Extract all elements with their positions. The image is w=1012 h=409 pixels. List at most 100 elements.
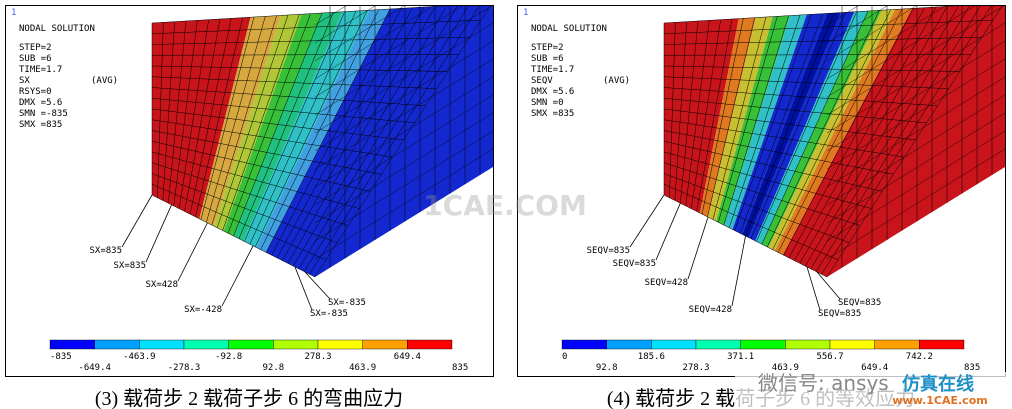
mesh-line xyxy=(734,14,812,231)
mesh-line xyxy=(826,6,946,80)
leader-line xyxy=(221,245,254,307)
info-line: SMX =835 xyxy=(19,120,62,130)
mesh-line xyxy=(826,148,1005,260)
legend-label: -92.8 xyxy=(215,352,242,362)
mesh-line xyxy=(314,6,463,98)
info-line: STEP=2 xyxy=(531,43,564,53)
mesh-line xyxy=(674,21,687,201)
legend-label: 463.9 xyxy=(772,363,799,373)
leader-line xyxy=(629,194,665,248)
leader-line xyxy=(655,203,681,261)
mesh-line xyxy=(162,21,175,201)
mesh-line xyxy=(690,19,721,209)
legend-label: 463.9 xyxy=(349,363,376,373)
info-line: SMX =835 xyxy=(531,109,574,119)
annotation: SX=835 xyxy=(89,246,122,256)
annotation: SX=-835 xyxy=(328,298,366,308)
legend-label: -278.3 xyxy=(168,363,201,373)
annotation: SEQV=835 xyxy=(587,246,630,256)
annotation: SEQV=428 xyxy=(645,278,688,288)
leader-line xyxy=(177,222,208,282)
legend-label: 92.8 xyxy=(262,363,284,373)
mesh-line xyxy=(233,12,323,237)
watermark: www.1CAE.com xyxy=(892,394,987,407)
mesh-line xyxy=(244,11,345,242)
mesh-line xyxy=(810,6,970,269)
mesh-line xyxy=(298,6,458,269)
mesh-line xyxy=(728,14,801,228)
legend-swatch xyxy=(606,339,652,350)
mesh-line xyxy=(783,8,914,256)
leader-line xyxy=(294,266,313,311)
legend-swatch xyxy=(407,339,453,350)
annotation: SEQV=835 xyxy=(818,309,861,319)
mesh-line xyxy=(821,6,992,275)
info-line: TIME=1.7 xyxy=(19,65,62,75)
mesh-line xyxy=(826,76,1005,188)
leader-line xyxy=(304,271,331,300)
mesh-line xyxy=(680,20,699,204)
legend-label: 278.3 xyxy=(304,352,331,362)
legend-label: -649.4 xyxy=(78,363,111,373)
mesh-line xyxy=(826,112,1005,224)
watermark-bg xyxy=(735,372,1012,409)
mesh-line xyxy=(826,22,1005,134)
mesh-line xyxy=(314,94,493,206)
mesh-line xyxy=(815,6,981,272)
stress-band xyxy=(266,6,491,277)
mesh-line xyxy=(826,6,859,26)
mesh-line xyxy=(282,6,425,261)
mesh-line xyxy=(826,58,1005,170)
mesh-line xyxy=(685,20,710,206)
info-line: SMN =-835 xyxy=(19,109,68,119)
mesh-line xyxy=(712,16,767,220)
mesh-line xyxy=(799,6,948,264)
legend-swatch xyxy=(49,339,95,350)
mesh-line xyxy=(723,15,789,226)
mesh-line xyxy=(195,17,243,217)
leader-line xyxy=(816,271,841,300)
legend-swatch xyxy=(317,339,363,350)
mesh-line xyxy=(227,13,311,234)
mesh-line xyxy=(314,6,492,116)
annotation: SX=-835 xyxy=(310,309,348,319)
mesh-line xyxy=(200,16,255,220)
mesh-line xyxy=(314,6,347,26)
legend-swatch xyxy=(785,339,831,350)
mesh-line xyxy=(314,6,376,44)
plot-title: NODAL SOLUTION xyxy=(531,24,607,34)
legend-swatch xyxy=(740,339,786,350)
legend-label: 278.3 xyxy=(682,363,709,373)
mesh-line xyxy=(314,148,493,260)
mesh-line xyxy=(777,8,903,253)
watermark: 1CAE.COM xyxy=(423,189,587,222)
legend-swatch xyxy=(139,339,185,350)
mesh-line xyxy=(696,18,733,212)
legend-label: 371.1 xyxy=(727,352,754,362)
caption: (3) 载荷步 2 载荷子步 6 的弯曲应力 xyxy=(95,387,403,409)
legend-swatch xyxy=(829,339,875,350)
mesh-line xyxy=(222,14,300,231)
mesh-line xyxy=(794,6,937,261)
info-line: SMN =0 xyxy=(531,98,564,108)
annotation: SX=-428 xyxy=(184,305,222,315)
mesh-line xyxy=(826,6,888,44)
legend-label: 0 xyxy=(562,352,567,362)
mesh-line xyxy=(826,94,1005,206)
legend-swatch xyxy=(561,339,607,350)
avg-label: (AVG) xyxy=(603,76,630,86)
mesh-line xyxy=(756,11,857,242)
mesh-line xyxy=(314,22,493,134)
legend-label: 835 xyxy=(964,363,980,373)
legend-swatch xyxy=(228,339,274,350)
watermark: 微信号: ansys xyxy=(758,371,889,395)
mesh-line xyxy=(314,76,493,188)
mesh-line xyxy=(184,18,221,212)
legend-label: 649.4 xyxy=(394,352,421,362)
mesh-line xyxy=(293,6,447,267)
leader-line xyxy=(731,235,746,307)
legend-label: -463.9 xyxy=(123,352,156,362)
model xyxy=(663,6,1005,278)
leader-line xyxy=(806,266,821,311)
